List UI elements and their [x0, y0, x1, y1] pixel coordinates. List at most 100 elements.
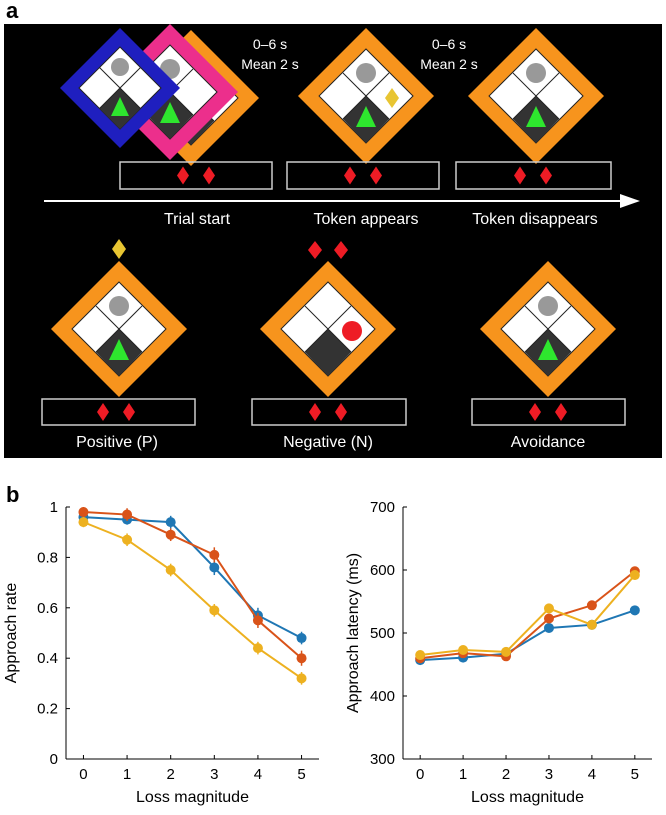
- data-point: [252, 643, 263, 654]
- x-tick-label: 0: [79, 766, 87, 783]
- grid-line: [99, 67, 141, 109]
- data-point: [209, 605, 220, 616]
- x-tick-label: 5: [631, 766, 639, 783]
- data-point: [586, 600, 597, 611]
- data-point: [165, 565, 176, 575]
- event-label: Trial start: [164, 211, 231, 228]
- arrow-head-icon: [620, 194, 640, 208]
- task-schematic: 0–6 s Mean 2 s 0–6 s Mean 2 s Trial start Tok…: [41, 24, 640, 451]
- x-axis-label: Loss magnitude: [471, 789, 584, 806]
- data-point: [543, 603, 554, 614]
- data-point: [415, 650, 426, 661]
- green-triangle-icon: [526, 106, 546, 127]
- timing-label: 0–6 s: [432, 36, 466, 52]
- data-point: [501, 646, 512, 657]
- y-tick-label: 400: [370, 688, 395, 705]
- token-bar: [471, 398, 626, 426]
- data-point: [78, 507, 89, 518]
- x-tick-label: 0: [416, 766, 424, 783]
- grid-line: [512, 72, 560, 120]
- timing-label: Mean 2 s: [420, 56, 478, 72]
- red-diamond-icon: [514, 166, 526, 185]
- y-tick-label: 1: [50, 499, 58, 516]
- series-line-3: [83, 521, 303, 680]
- data-point: [296, 633, 307, 644]
- data-point: [122, 534, 133, 545]
- data-point: [78, 517, 89, 528]
- task-frame: [260, 261, 396, 397]
- red-diamond-icon: [309, 403, 321, 421]
- red-diamond-icon: [203, 166, 215, 185]
- token-bar: [41, 398, 196, 426]
- gray-circle-icon: [538, 296, 558, 316]
- grid-line: [524, 305, 572, 353]
- outcome-label: Avoidance: [511, 434, 586, 451]
- green-triangle-icon: [356, 106, 376, 127]
- task-frame: [468, 28, 604, 164]
- y-tick-label: 0.2: [37, 701, 58, 718]
- green-triangle-icon: [109, 339, 129, 360]
- green-triangle-icon: [160, 102, 180, 123]
- red-diamond-icon: [308, 241, 322, 259]
- y-tick-label: 700: [370, 499, 395, 516]
- token-bar: [286, 161, 440, 190]
- green-triangle-icon: [111, 97, 129, 116]
- timing-label: Mean 2 s: [241, 56, 299, 72]
- y-tick-label: 0.4: [37, 650, 58, 667]
- y-axis-label: Approach rate: [3, 583, 20, 684]
- red-diamond-icon: [370, 166, 382, 185]
- data-point: [165, 529, 176, 540]
- red-diamond-icon: [335, 403, 347, 421]
- event-label: Token appears: [314, 211, 419, 228]
- panel-a-letter: a: [6, 0, 19, 23]
- y-tick-label: 0.6: [37, 600, 58, 617]
- red-diamond-icon: [97, 403, 109, 421]
- token-icon: [112, 239, 126, 259]
- data-point: [543, 613, 554, 624]
- task-frame: [51, 261, 187, 397]
- x-tick-label: 4: [588, 766, 596, 783]
- y-tick-label: 500: [370, 625, 395, 642]
- data-point: [629, 605, 640, 616]
- data-point: [543, 622, 554, 633]
- y-tick-label: 600: [370, 562, 395, 579]
- task-frame-blue: [60, 28, 180, 148]
- x-tick-label: 1: [123, 766, 131, 783]
- red-circle-icon: [342, 321, 362, 341]
- x-tick-label: 1: [459, 766, 467, 783]
- red-diamond-icon: [123, 403, 135, 421]
- y-tick-label: 0: [50, 751, 58, 768]
- data-point: [165, 517, 176, 528]
- red-diamond-icon: [177, 166, 189, 185]
- data-point: [296, 653, 307, 664]
- gray-circle-icon: [111, 58, 129, 76]
- series-line-1: [420, 609, 636, 662]
- red-diamond-icon: [555, 403, 567, 421]
- x-tick-label: 5: [297, 766, 305, 783]
- x-tick-label: 4: [254, 766, 262, 783]
- series-line-2: [420, 570, 636, 660]
- chart-2: 300 400 500 600 700 0 1 2 3 4 5 Loss magnitude Appro…: [345, 499, 652, 806]
- series-line-3: [420, 574, 636, 657]
- data-point: [252, 615, 263, 626]
- data-point: [209, 562, 220, 573]
- series-line-2: [83, 511, 303, 659]
- y-tick-label: 300: [370, 751, 395, 768]
- task-frame: [480, 261, 616, 397]
- grid-line: [342, 72, 390, 120]
- token-bar: [251, 398, 407, 426]
- y-tick-label: 0.8: [37, 549, 58, 566]
- task-frame: [298, 28, 434, 164]
- y-axis-label: Approach latency (ms): [345, 553, 362, 713]
- outcome-label: Positive (P): [76, 434, 158, 451]
- data-point: [122, 509, 133, 520]
- green-triangle-icon: [538, 339, 558, 360]
- data-point: [209, 549, 220, 560]
- gray-circle-icon: [356, 63, 376, 83]
- gray-circle-icon: [526, 63, 546, 83]
- red-diamond-icon: [334, 241, 348, 259]
- grid-line: [304, 305, 352, 353]
- data-point: [296, 673, 307, 684]
- x-tick-label: 3: [545, 766, 553, 783]
- data-point: [629, 570, 640, 581]
